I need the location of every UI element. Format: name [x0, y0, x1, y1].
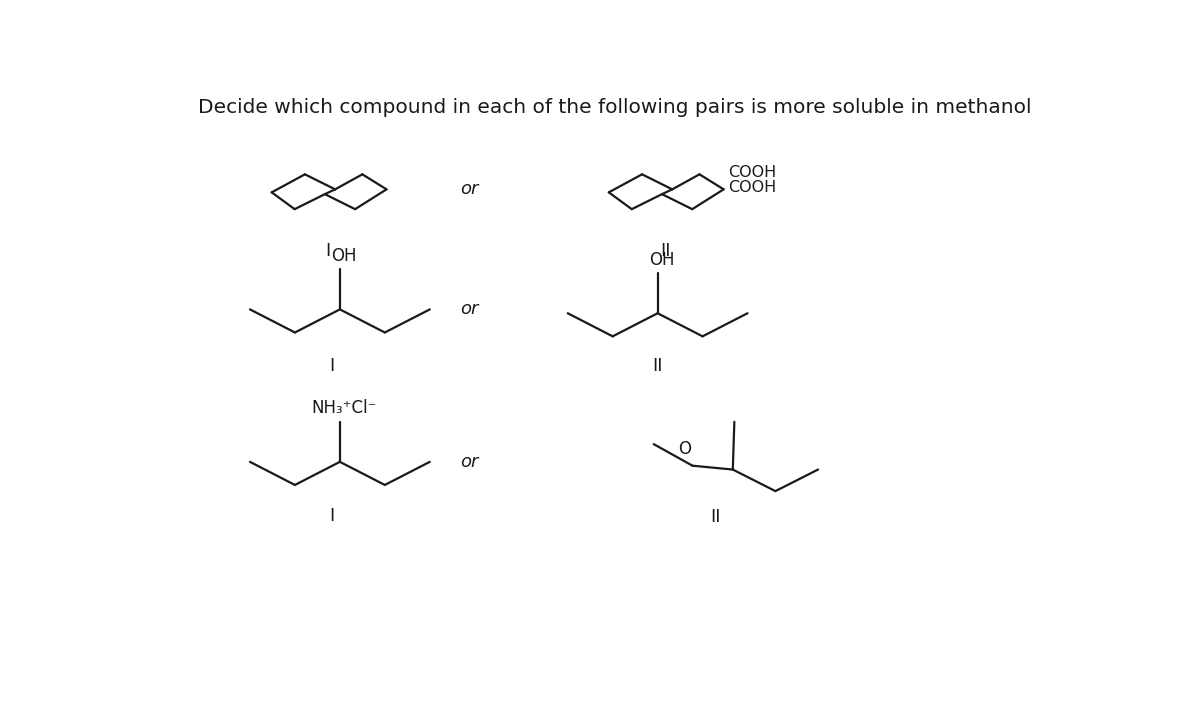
Text: NH₃⁺Cl⁻: NH₃⁺Cl⁻ [311, 399, 377, 417]
Text: OH: OH [649, 250, 674, 269]
Text: O: O [678, 440, 691, 458]
Text: or: or [460, 179, 479, 198]
Text: COOH: COOH [728, 165, 776, 181]
Text: II: II [710, 508, 721, 526]
Text: or: or [460, 300, 479, 319]
Text: or: or [460, 453, 479, 471]
Text: I: I [325, 242, 331, 260]
Text: I: I [330, 357, 335, 375]
Text: I: I [330, 506, 335, 525]
Text: COOH: COOH [728, 181, 776, 196]
Text: Decide which compound in each of the following pairs is more soluble in methanol: Decide which compound in each of the fol… [198, 97, 1032, 117]
Text: OH: OH [331, 247, 356, 264]
Text: II: II [660, 242, 671, 260]
Text: II: II [653, 357, 662, 375]
